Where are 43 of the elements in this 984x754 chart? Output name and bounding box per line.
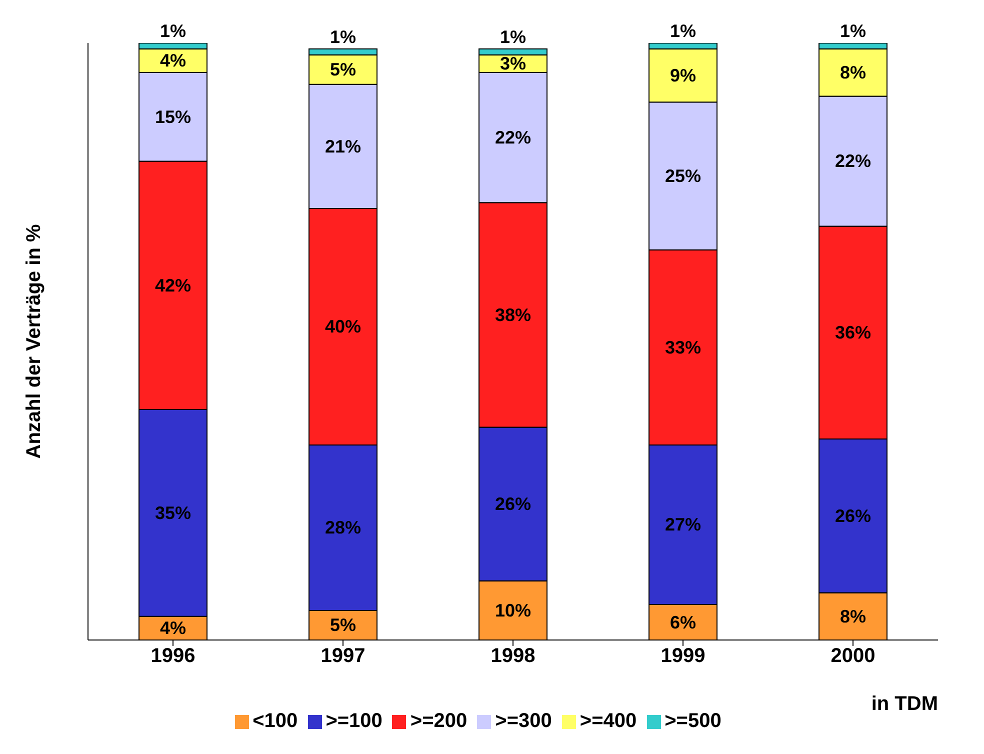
data-label: 3%	[500, 54, 526, 74]
data-label: 5%	[330, 615, 356, 636]
data-label: 25%	[664, 166, 702, 186]
y-axis-title: Anzahl der Verträge in %	[23, 224, 46, 459]
data-label: 28%	[324, 518, 362, 538]
data-label: 4%	[160, 50, 186, 71]
data-label: 27%	[664, 514, 702, 535]
data-label: 15%	[154, 106, 192, 127]
data-label: 36%	[834, 322, 872, 343]
data-label: 33%	[664, 337, 702, 358]
x-tick-label: 1997	[320, 645, 366, 668]
data-label: 4%	[160, 618, 186, 638]
data-label: 26%	[834, 506, 872, 526]
data-label: 26%	[494, 494, 532, 514]
legend-label: >=300	[495, 710, 552, 732]
x-tick-label: 1999	[660, 645, 706, 668]
data-label: 35%	[154, 502, 192, 523]
legend-label: >=500	[664, 710, 722, 732]
data-label: 8%	[840, 606, 866, 626]
data-label: 1%	[670, 21, 696, 41]
data-label: 9%	[670, 66, 696, 86]
data-label: 10%	[494, 600, 532, 620]
x-tick-label: 1998	[490, 645, 536, 668]
data-label: 6%	[670, 612, 696, 632]
data-label: 22%	[494, 128, 532, 148]
data-label: 22%	[834, 151, 872, 172]
data-label: 1%	[160, 21, 186, 41]
data-label: 1%	[840, 21, 866, 41]
legend-label: <100	[252, 710, 298, 732]
data-label: 21%	[324, 136, 362, 156]
legend-label: >=200	[410, 710, 468, 732]
x-axis-title: in TDM	[871, 693, 938, 715]
legend-label: >=400	[580, 710, 637, 732]
data-label: 8%	[840, 62, 866, 83]
legend-label: >=100	[326, 710, 382, 732]
data-label: 5%	[330, 60, 356, 80]
data-label: 38%	[494, 304, 532, 325]
x-tick-label: 2000	[830, 645, 876, 668]
x-tick-label: 1996	[150, 645, 196, 668]
data-label: 1%	[500, 26, 526, 47]
data-label: 42%	[154, 275, 192, 296]
data-label: 40%	[324, 316, 362, 337]
data-label: 1%	[330, 26, 356, 47]
